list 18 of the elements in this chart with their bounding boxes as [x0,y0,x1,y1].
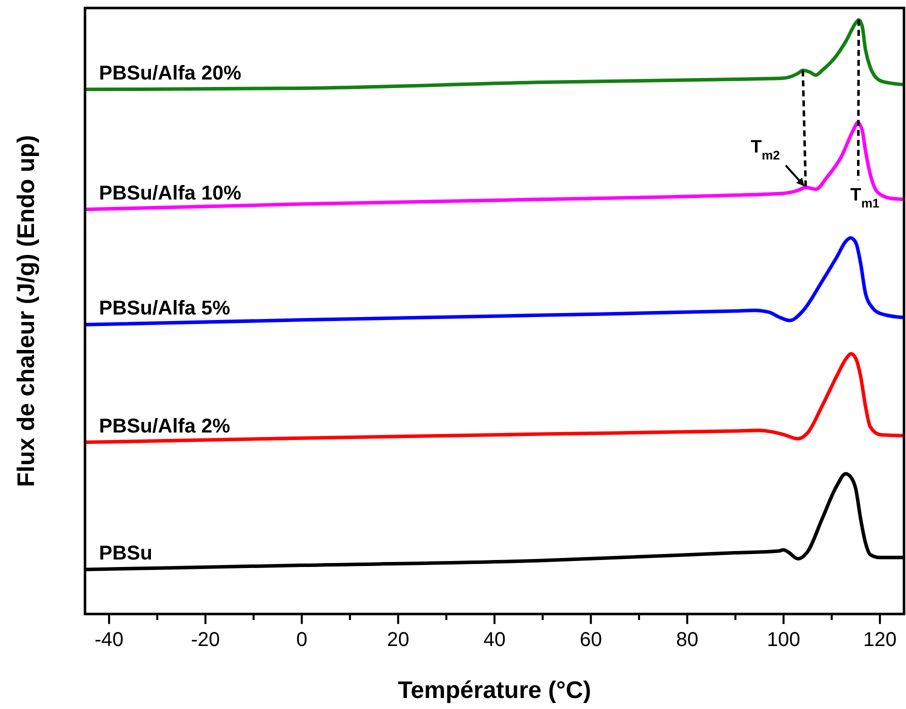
series-label: PBSu [99,542,152,564]
x-tick-label: 0 [296,629,308,651]
x-tick-label: 20 [387,629,410,651]
series-label: PBSu/Alfa 10% [99,182,242,204]
x-tick-label: -20 [190,629,220,651]
x-axis-title: Température (°C) [398,677,592,704]
y-axis-title: Flux de chaleur (J/g) (Endo up) [13,134,40,488]
annotation: T$_{m1}$ [850,184,880,210]
x-tick-label: 40 [483,629,506,651]
x-tick-label: 120 [863,629,897,651]
annotation: T$_{m2}$ [750,136,780,162]
x-tick-label: -40 [94,629,124,651]
series-label: PBSu/Alfa 20% [99,62,242,84]
series-label: PBSu/Alfa 2% [99,415,230,438]
x-tick-label: 60 [580,629,602,651]
x-tick-label: 100 [766,629,800,651]
x-tick-label: 80 [676,629,698,651]
series-label: PBSu/Alfa 5% [99,298,230,320]
